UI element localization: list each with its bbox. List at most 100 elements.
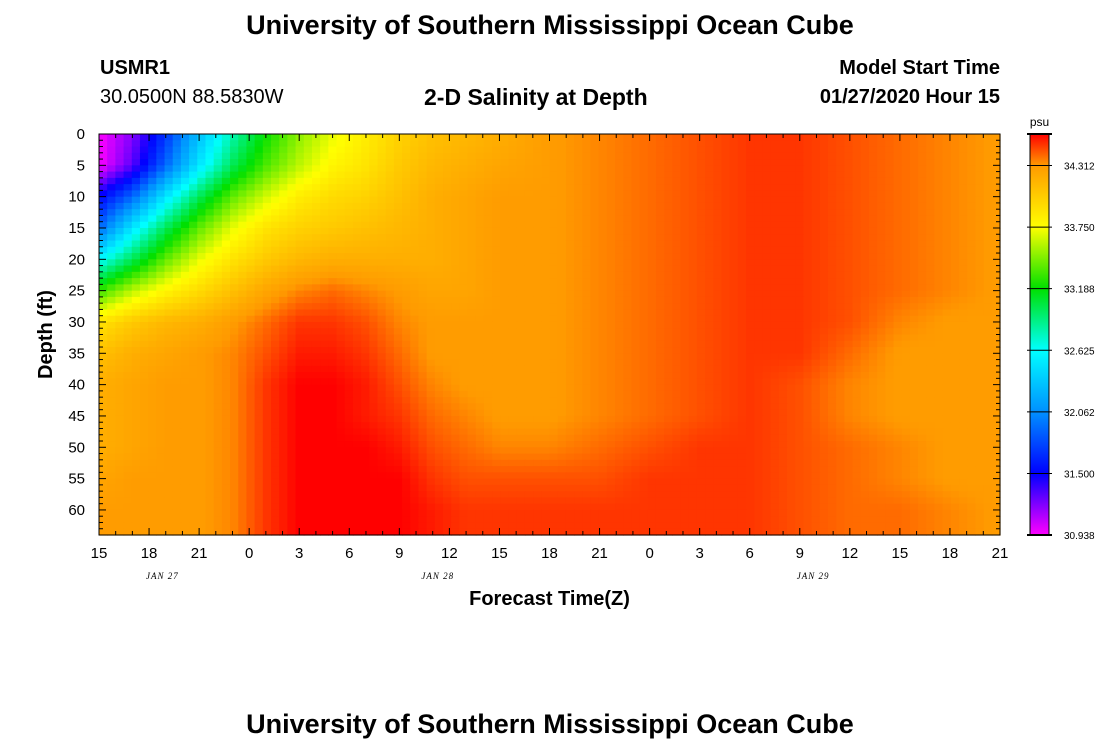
heatmap-cell (418, 165, 428, 173)
heatmap-cell (852, 409, 862, 417)
heatmap-cell (393, 303, 403, 311)
heatmap-cell (377, 309, 387, 317)
heatmap-cell (688, 234, 698, 242)
heatmap-cell (549, 409, 559, 417)
heatmap-cell (213, 328, 223, 336)
heatmap-cell (672, 215, 682, 223)
heatmap-cell (541, 409, 551, 417)
heatmap-cell (303, 340, 313, 348)
heatmap-cell (393, 221, 403, 229)
heatmap-cell (352, 259, 362, 267)
heatmap-cell (639, 278, 649, 285)
heatmap-cell (737, 390, 747, 398)
heatmap-cell (205, 296, 215, 304)
heatmap-cell (606, 202, 616, 210)
heatmap-cell (729, 271, 739, 279)
heatmap-cell (246, 215, 256, 223)
heatmap-cell (426, 246, 436, 254)
heatmap-cell (344, 215, 354, 223)
heatmap-cell (426, 390, 436, 398)
heatmap-cell (680, 334, 690, 342)
heatmap-cell (606, 140, 616, 148)
heatmap-cell (361, 221, 370, 229)
heatmap-cell (205, 334, 215, 342)
heatmap-cell (328, 202, 338, 210)
heatmap-cell (295, 390, 305, 398)
heatmap-cell (623, 265, 633, 273)
heatmap-cell (541, 271, 551, 279)
heatmap-cell (836, 278, 845, 285)
heatmap-cell (516, 196, 526, 204)
heatmap-cell (492, 359, 501, 367)
heatmap-cell (959, 372, 968, 379)
heatmap-cell (639, 403, 649, 411)
heatmap-cell (205, 278, 215, 285)
heatmap-cell (672, 171, 682, 179)
heatmap-cell (172, 378, 182, 386)
heatmap-cell (557, 202, 567, 210)
heatmap-cell (631, 359, 641, 367)
heatmap-cell (254, 296, 264, 304)
heatmap-cell (295, 347, 305, 354)
heatmap-cell (451, 303, 460, 311)
heatmap-cell (99, 321, 108, 329)
heatmap-cell (328, 265, 338, 273)
heatmap-cell (344, 227, 354, 235)
heatmap-cell (934, 284, 944, 292)
heatmap-cell (975, 284, 985, 292)
heatmap-cell (582, 184, 592, 191)
heatmap-cell (238, 309, 248, 317)
heatmap-cell (664, 334, 673, 342)
heatmap-cell (983, 177, 993, 185)
heatmap-cell (688, 253, 698, 260)
heatmap-cell (369, 177, 379, 185)
heatmap-cell (508, 403, 518, 411)
heatmap-cell (991, 321, 1001, 329)
heatmap-cell (787, 140, 796, 148)
heatmap-cell (574, 259, 583, 267)
heatmap-cell (287, 415, 297, 423)
heatmap-cell (885, 265, 895, 273)
heatmap-cell (328, 146, 338, 154)
heatmap-cell (877, 146, 886, 154)
heatmap-cell (729, 227, 739, 235)
heatmap-cell (500, 146, 510, 154)
heatmap-cell (918, 296, 927, 304)
heatmap-cell (803, 171, 813, 179)
heatmap-cell (238, 165, 248, 173)
heatmap-cell (385, 234, 395, 242)
heatmap-cell (549, 215, 559, 223)
heatmap-cell (688, 271, 698, 279)
heatmap-cell (303, 221, 313, 229)
heatmap-cell (787, 290, 796, 298)
heatmap-cell (615, 397, 624, 405)
heatmap-cell (926, 184, 936, 191)
heatmap-cell (598, 177, 608, 185)
heatmap-cell (787, 227, 796, 235)
heatmap-cell (443, 234, 452, 242)
heatmap-cell (590, 196, 600, 204)
heatmap-cell (320, 290, 329, 298)
heatmap-cell (180, 165, 190, 173)
heatmap-cell (655, 234, 665, 242)
heatmap-cell (770, 259, 780, 267)
heatmap-cell (877, 347, 886, 354)
heatmap-cell (655, 165, 665, 173)
heatmap-cell (189, 372, 198, 379)
heatmap-cell (189, 165, 198, 173)
heatmap-cell (852, 309, 862, 317)
heatmap-cell (631, 303, 641, 311)
heatmap-cell (770, 353, 780, 361)
heatmap-cell (336, 140, 346, 148)
heatmap-cell (213, 309, 223, 317)
heatmap-cell (451, 152, 460, 160)
heatmap-cell (901, 246, 911, 254)
heatmap-cell (475, 146, 485, 154)
heatmap-cell (991, 177, 1001, 185)
heatmap-cell (402, 221, 411, 229)
heatmap-cell (246, 390, 256, 398)
heatmap-cell (778, 240, 788, 248)
heatmap-cell (238, 378, 248, 386)
heatmap-cell (279, 159, 288, 166)
heatmap-cell (574, 290, 583, 298)
